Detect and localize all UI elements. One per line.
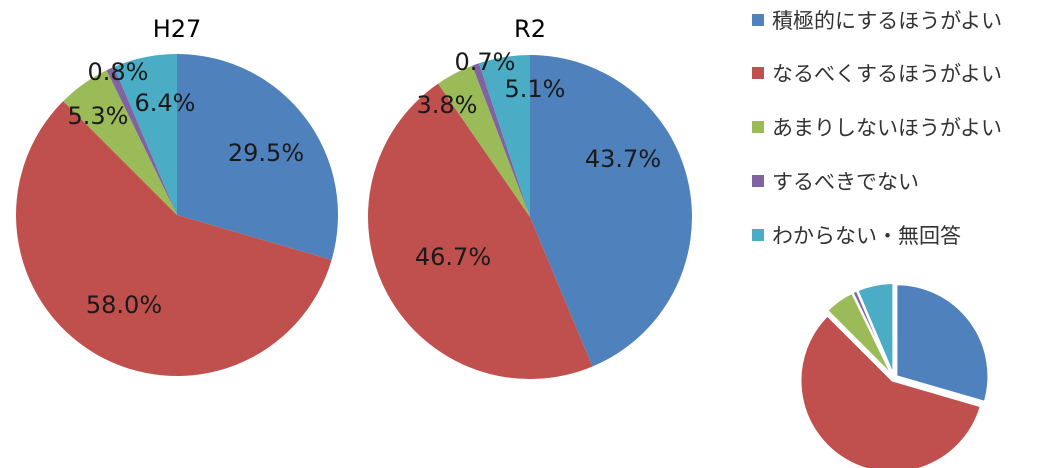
legend-label-3: するべきでない xyxy=(772,170,919,194)
pie-title-r2: R2 xyxy=(514,15,546,43)
pie-title-h27: H27 xyxy=(153,15,202,43)
legend-swatch-2 xyxy=(752,121,764,133)
data-label-r2-4: 5.1% xyxy=(505,75,566,103)
pie-slice-small-4 xyxy=(856,282,895,376)
legend-swatch-1 xyxy=(752,67,764,79)
pie-h27-slices xyxy=(16,54,338,377)
pie-small-slices xyxy=(799,282,990,468)
pie-chart-r2: R2 43.7% 46.7% 3.8% 0.7% 5.1% xyxy=(368,15,692,380)
legend-item-2: あまりしないほうがよい xyxy=(752,116,1002,140)
pie-chart-h27: H27 29.5% 58.0% 5.3% 0.8% 6.4% xyxy=(16,15,338,377)
pie-slice-h27-0 xyxy=(177,54,338,260)
data-label-r2-3: 0.7% xyxy=(455,48,516,76)
pie-chart-small xyxy=(799,282,990,468)
legend-swatch-4 xyxy=(752,229,764,241)
data-label-r2-2: 3.8% xyxy=(417,91,478,119)
data-label-h27-1: 58.0% xyxy=(86,291,162,319)
data-label-r2-1: 46.7% xyxy=(415,243,491,271)
data-label-h27-3: 0.8% xyxy=(88,58,149,86)
pie-slice-r2-0 xyxy=(530,55,692,367)
data-label-h27-4: 6.4% xyxy=(135,89,196,117)
pie-r2-labels: 43.7% 46.7% 3.8% 0.7% 5.1% xyxy=(415,48,661,271)
pie-slice-r2-2 xyxy=(438,65,530,218)
pie-slice-small-1 xyxy=(799,314,983,468)
pie-slice-r2-3 xyxy=(472,63,530,217)
pie-slice-h27-2 xyxy=(63,70,177,215)
legend-item-0: 積極的にするほうがよい xyxy=(752,9,1002,33)
legend-item-3: するべきでない xyxy=(752,170,919,194)
legend-label-1: なるべくするほうがよい xyxy=(772,62,1002,86)
pie-slice-h27-1 xyxy=(16,101,332,377)
legend-label-4: わからない・無回答 xyxy=(772,224,961,248)
data-label-r2-0: 43.7% xyxy=(585,145,661,173)
pie-slice-r2-1 xyxy=(368,83,593,380)
legend-item-1: なるべくするほうがよい xyxy=(752,62,1002,86)
legend-swatch-0 xyxy=(752,14,764,26)
legend-item-4: わからない・無回答 xyxy=(752,224,961,248)
pie-r2-slices xyxy=(368,55,692,380)
legend-label-0: 積極的にするほうがよい xyxy=(772,9,1002,33)
legend-swatch-3 xyxy=(752,175,764,187)
pie-slice-h27-4 xyxy=(113,54,177,215)
pie-slice-small-0 xyxy=(895,283,990,404)
legend-label-2: あまりしないほうがよい xyxy=(772,116,1002,140)
data-label-h27-0: 29.5% xyxy=(228,139,304,167)
pie-slice-r2-4 xyxy=(478,55,530,217)
legend: 積極的にするほうがよい なるべくするほうがよい あまりしないほうがよい するべき… xyxy=(752,9,1002,248)
pie-h27-labels: 29.5% 58.0% 5.3% 0.8% 6.4% xyxy=(68,58,305,319)
pie-slice-h27-3 xyxy=(106,66,177,215)
data-label-h27-2: 5.3% xyxy=(68,102,129,130)
